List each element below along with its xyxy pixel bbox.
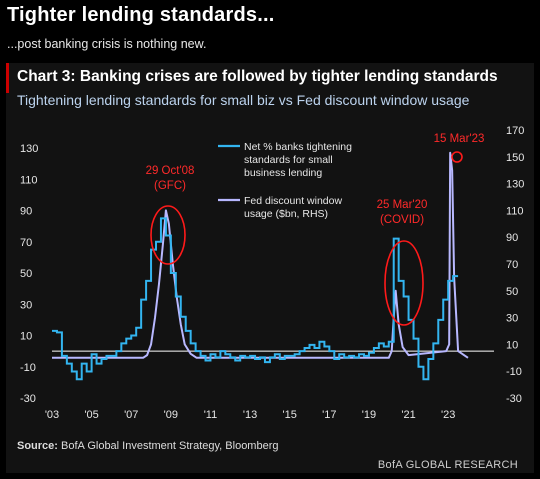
legend-label-lending: standards for small [244, 154, 333, 166]
svb-highlight-ellipse [451, 151, 463, 163]
gfc-annotation-sub: (GFC) [154, 180, 186, 192]
legend-label-discount: Fed discount window [244, 195, 342, 207]
series-discount-window-line [52, 151, 469, 359]
y-left-tick-label: 130 [20, 143, 38, 155]
legend-label-discount: usage ($bn, RHS) [244, 208, 328, 220]
y-right-tick-label: 170 [506, 125, 524, 137]
chart-panel [6, 63, 534, 473]
x-tick-label: '23 [441, 409, 455, 421]
x-tick-label: '03 [45, 409, 59, 421]
y-right-tick-label: 90 [506, 232, 518, 244]
x-tick-label: '07 [124, 409, 138, 421]
x-tick-label: '15 [283, 409, 297, 421]
source-text: BofA Global Investment Strategy, Bloombe… [57, 440, 279, 452]
y-left-tick-label: 10 [20, 331, 32, 343]
y-right-tick-label: 130 [506, 179, 524, 191]
covid-highlight-ellipse [384, 240, 424, 326]
y-right-tick-label: 150 [506, 152, 524, 164]
x-tick-label: '05 [84, 409, 98, 421]
series-lending-standards-line [52, 217, 459, 381]
y-left-tick-label: 110 [20, 174, 38, 186]
brand-label: BofA GLOBAL RESEARCH [377, 459, 518, 471]
y-right-tick-label: -10 [506, 366, 522, 378]
x-tick-label: '09 [164, 409, 178, 421]
y-right-tick-label: 110 [506, 205, 524, 217]
y-left-tick-label: 50 [20, 268, 32, 280]
covid-annotation-label: 25 Mar'20 [377, 199, 428, 211]
y-right-tick-label: 50 [506, 286, 518, 298]
y-right-tick-label: -30 [506, 393, 522, 405]
subheadline: ...post banking crisis is nothing new. [7, 37, 207, 51]
source-note: Source: BofA Global Investment Strategy,… [17, 440, 279, 452]
chart-title: Chart 3: Banking crises are followed by … [17, 68, 498, 85]
y-right-tick-label: 30 [506, 313, 518, 325]
legend-label-lending: Net % banks tightening [244, 141, 352, 153]
y-left-tick-label: -10 [20, 362, 36, 374]
headline: Tighter lending standards... [7, 4, 275, 26]
gfc-highlight-ellipse [150, 205, 186, 265]
chart-subtitle: Tightening lending standards for small b… [17, 92, 470, 108]
legend-label-lending: business lending [244, 167, 322, 179]
gfc-annotation-label: 29 Oct'08 [146, 165, 195, 177]
covid-annotation-sub: (COVID) [380, 214, 424, 226]
x-tick-label: '17 [322, 409, 336, 421]
y-left-tick-label: 30 [20, 299, 32, 311]
accent-bar [6, 63, 9, 93]
x-tick-label: '11 [204, 409, 218, 421]
y-left-tick-label: 70 [20, 237, 32, 249]
y-right-tick-label: 70 [506, 259, 518, 271]
x-tick-label: '13 [243, 409, 257, 421]
y-left-tick-label: -30 [20, 393, 36, 405]
x-tick-label: '21 [401, 409, 415, 421]
y-right-tick-label: 10 [506, 339, 518, 351]
svb-annotation-label: 15 Mar'23 [434, 133, 485, 145]
y-left-tick-label: 90 [20, 206, 32, 218]
x-tick-label: '19 [362, 409, 376, 421]
source-label: Source: [17, 440, 58, 452]
